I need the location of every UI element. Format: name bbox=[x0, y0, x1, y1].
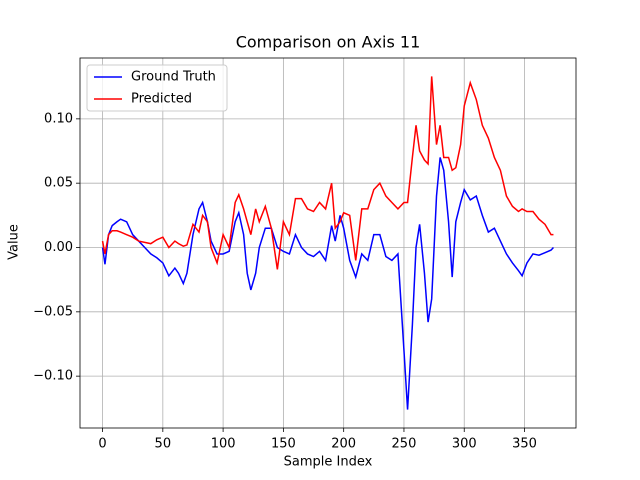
y-axis-label: Value bbox=[7, 224, 22, 260]
x-tick-label: 0 bbox=[98, 437, 106, 452]
data-line bbox=[101, 157, 554, 410]
x-tick-label: 150 bbox=[271, 437, 296, 452]
plot-frame bbox=[79, 57, 577, 429]
y-tick-label: −0.05 bbox=[33, 304, 73, 319]
x-axis-label: Sample Index bbox=[284, 455, 373, 470]
legend-label: Ground Truth bbox=[131, 70, 216, 85]
x-tick-label: 250 bbox=[392, 437, 417, 452]
chart-title: Comparison on Axis 11 bbox=[236, 33, 421, 52]
x-tick-label: 200 bbox=[331, 437, 356, 452]
x-tick-label: 50 bbox=[155, 437, 172, 452]
y-tick-label: 0.05 bbox=[44, 176, 73, 191]
x-tick-label: 300 bbox=[452, 437, 477, 452]
data-line bbox=[101, 76, 554, 270]
y-tick-label: 0.00 bbox=[44, 240, 73, 255]
x-tick-label: 350 bbox=[512, 437, 537, 452]
y-tick-label: −0.10 bbox=[33, 369, 73, 384]
y-tick-label: 0.10 bbox=[44, 111, 73, 126]
x-tick-label: 100 bbox=[211, 437, 236, 452]
legend-label: Predicted bbox=[131, 92, 192, 107]
